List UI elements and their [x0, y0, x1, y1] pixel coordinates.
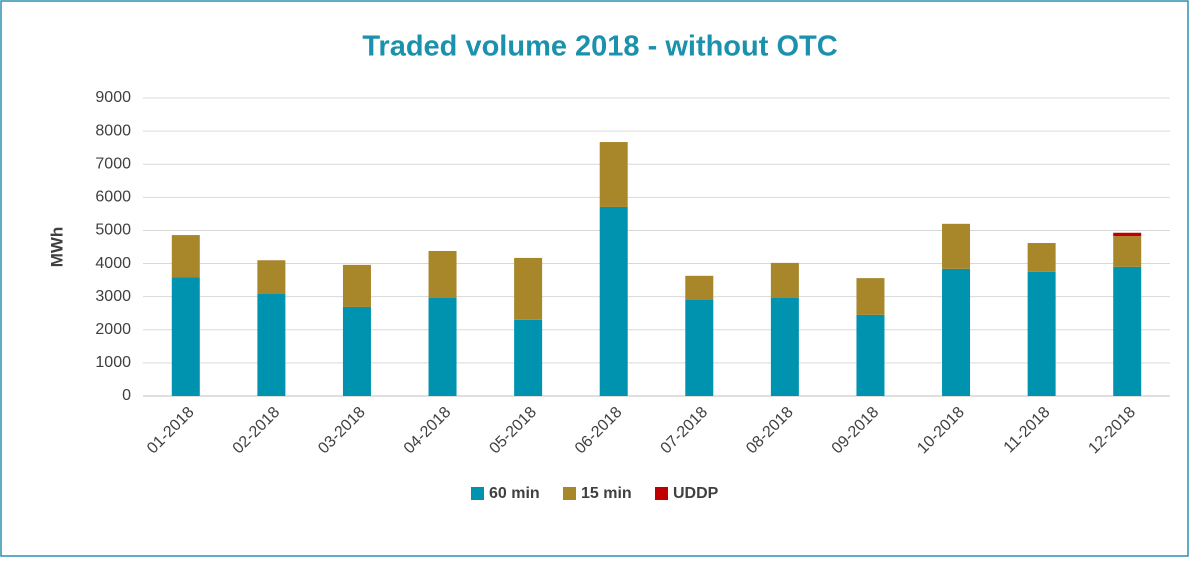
y-tick-label: 1000 [95, 354, 131, 371]
bar [1027, 243, 1056, 272]
bar [942, 223, 971, 269]
y-tick-label: 9000 [95, 89, 131, 106]
bar [1113, 232, 1142, 237]
bar [770, 297, 799, 396]
bar [599, 206, 628, 396]
bar [856, 278, 885, 315]
bar [1113, 236, 1142, 267]
bar [342, 264, 371, 307]
bar [171, 235, 200, 278]
legend-label: 15 min [581, 485, 632, 502]
y-tick-label: 5000 [95, 222, 131, 239]
bar [1027, 271, 1056, 396]
y-tick-label: 2000 [95, 321, 131, 338]
bar [685, 275, 714, 300]
bar [770, 262, 799, 298]
y-tick-label: 4000 [95, 255, 131, 272]
bar [599, 142, 628, 207]
bar [428, 297, 457, 396]
bar [856, 314, 885, 396]
y-tick-label: 6000 [95, 189, 131, 206]
y-axis-label: MWh [47, 227, 66, 268]
y-tick-label: 7000 [95, 155, 131, 172]
bar [342, 306, 371, 396]
legend-swatch [471, 487, 484, 500]
legend-swatch [563, 487, 576, 500]
y-tick-label: 3000 [95, 288, 131, 305]
bar [514, 257, 543, 320]
y-tick-label: 0 [122, 387, 131, 404]
bar [514, 319, 543, 396]
bar [428, 250, 457, 298]
legend-swatch [655, 487, 668, 500]
bar [257, 294, 286, 396]
legend-label: 60 min [489, 485, 540, 502]
y-tick-label: 8000 [95, 122, 131, 139]
bar [1113, 266, 1142, 396]
bar [171, 277, 200, 396]
chart-title: Traded volume 2018 - without OTC [362, 31, 837, 63]
bar [257, 260, 286, 295]
bar [942, 268, 971, 396]
legend-label: UDDP [673, 485, 719, 502]
bar [685, 299, 714, 396]
